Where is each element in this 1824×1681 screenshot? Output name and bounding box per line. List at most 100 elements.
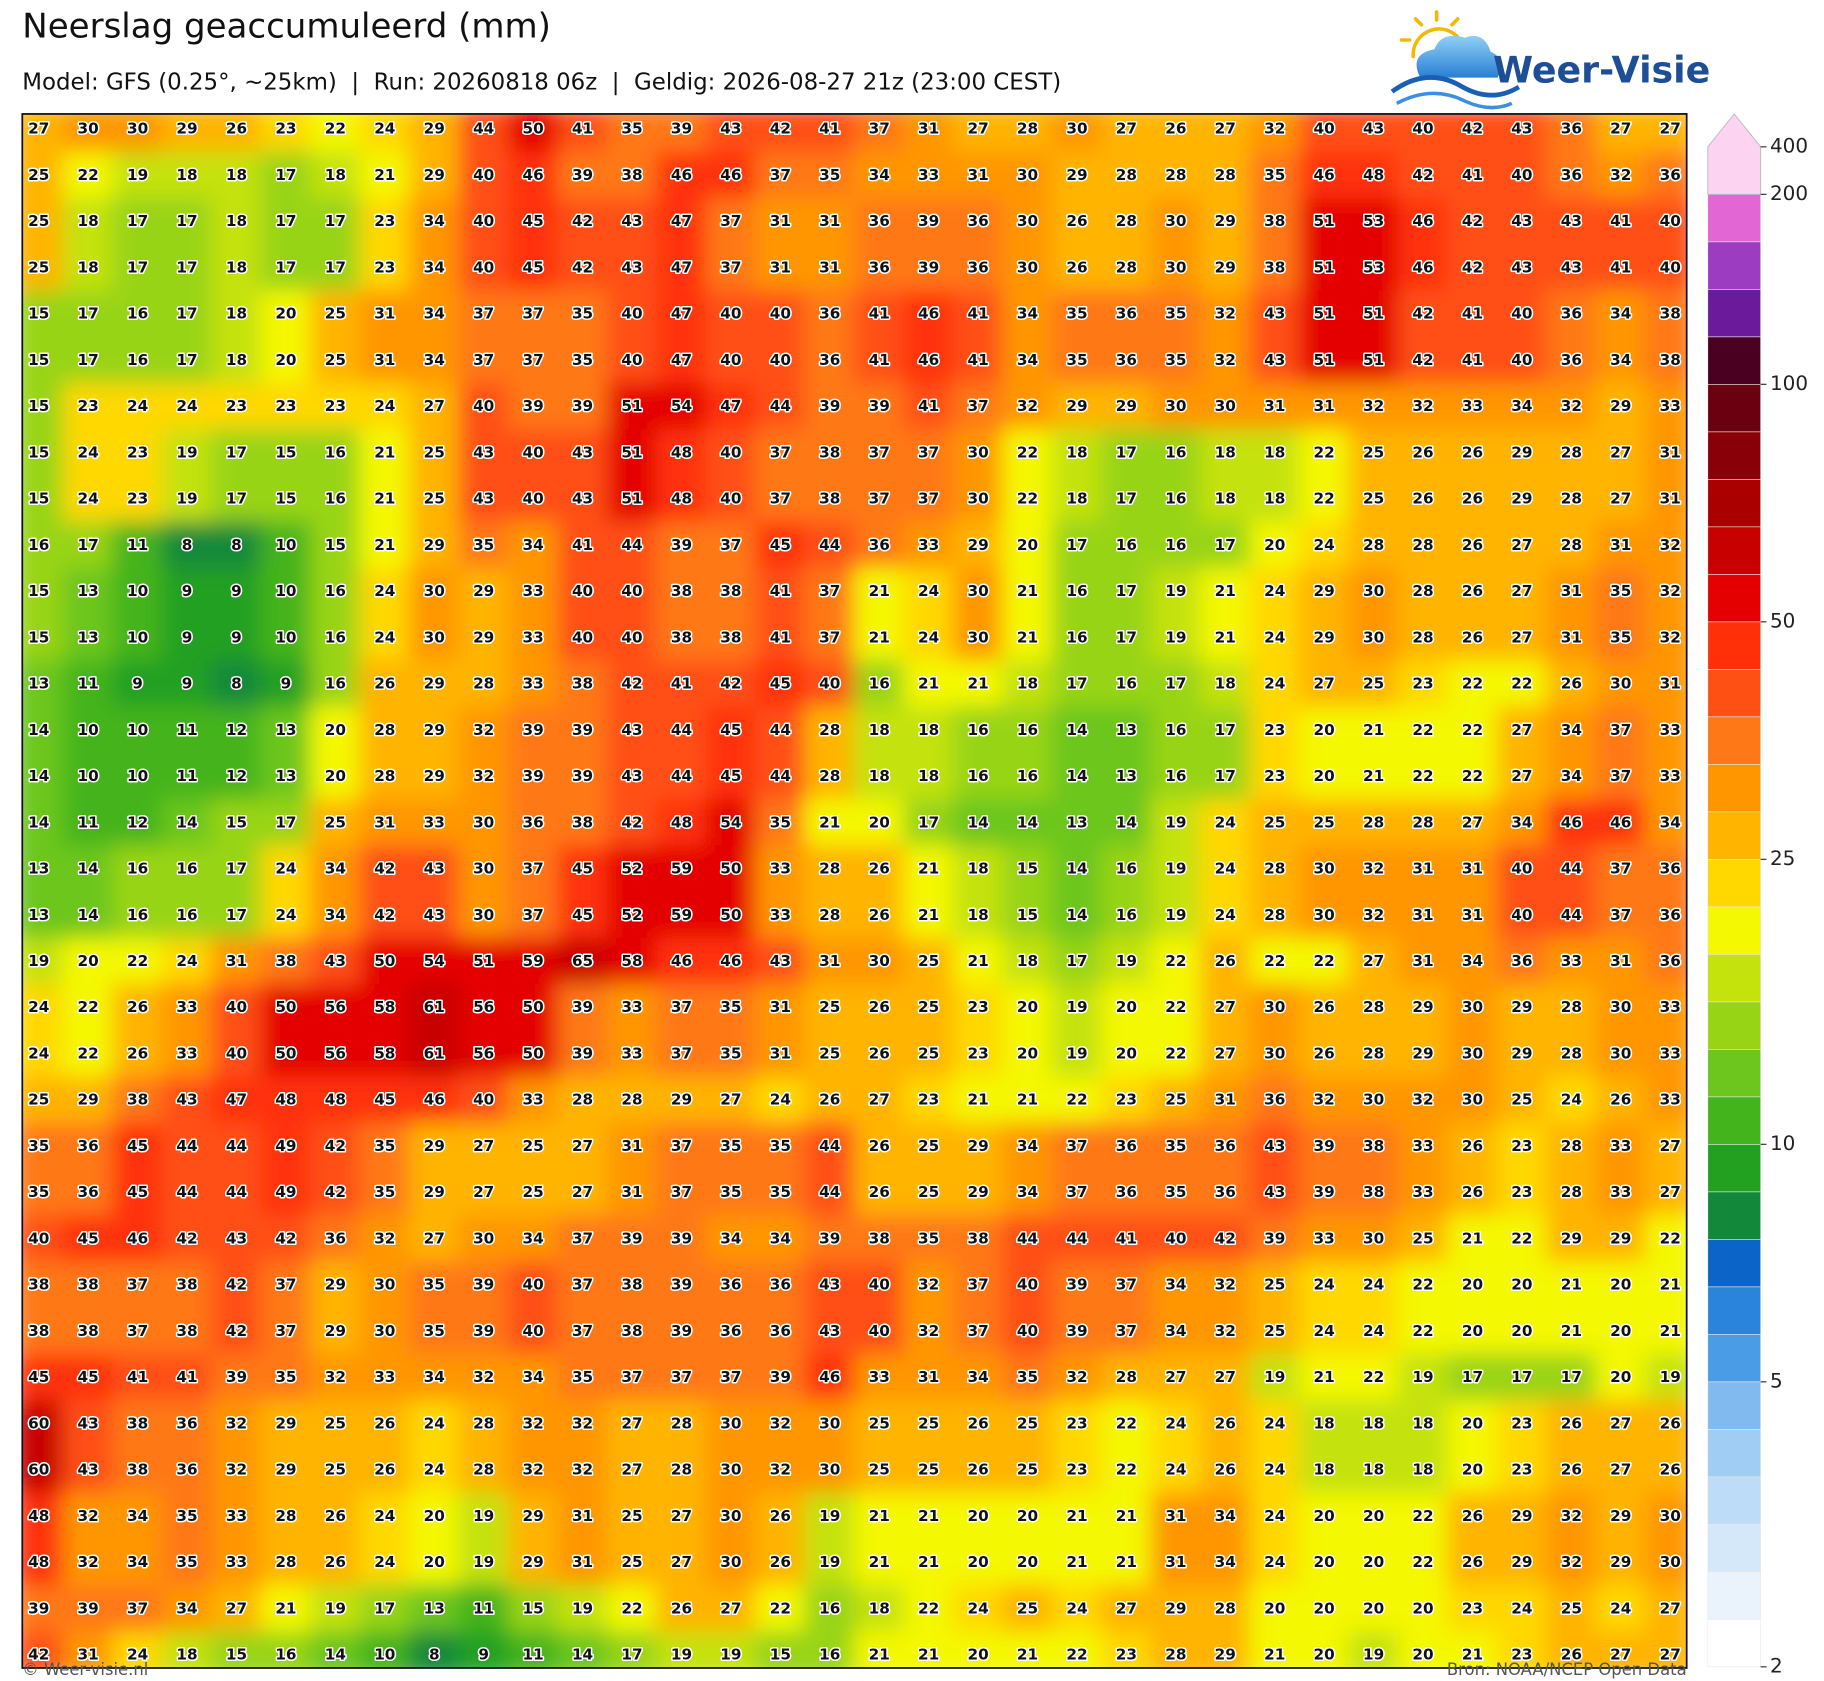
cell: [1397, 1492, 1449, 1541]
cell-value: 34: [1017, 1137, 1038, 1155]
cell-value: 22: [1412, 1553, 1433, 1571]
cell-value: 31: [1660, 443, 1681, 461]
cell-value: 31: [1660, 675, 1681, 693]
cell: [853, 567, 905, 616]
cell-value: 14: [572, 1646, 593, 1664]
cell: [458, 1631, 509, 1668]
cell: [1051, 336, 1103, 385]
cell: [112, 706, 163, 755]
cell-value: 26: [967, 1461, 988, 1479]
cell-value: 45: [127, 1137, 148, 1155]
cell-value: 31: [819, 212, 840, 230]
cell-value: 41: [770, 628, 791, 646]
cell-value: 27: [621, 1461, 642, 1479]
cell-value: 41: [1462, 351, 1483, 369]
cell-value: 43: [78, 1414, 99, 1432]
cell-value: 15: [28, 443, 49, 461]
cell-value: 35: [176, 1507, 197, 1525]
cell: [656, 475, 707, 523]
cell: [1101, 1030, 1152, 1078]
cell-value: 43: [424, 906, 445, 924]
cell: [705, 521, 757, 570]
cell: [161, 752, 213, 801]
cell-value: 19: [572, 1599, 593, 1617]
cell-value: 32: [1610, 166, 1631, 184]
cell: [458, 567, 509, 616]
colorbar-segment: [1707, 431, 1761, 480]
cell-value: 39: [1066, 1276, 1087, 1294]
cell-value: 42: [325, 1183, 346, 1201]
cell: [952, 475, 1004, 523]
cell: [359, 845, 411, 893]
cell: [1546, 1076, 1597, 1124]
cell: [804, 799, 856, 847]
cell-value: 24: [1215, 813, 1236, 831]
cell-value: 11: [473, 1599, 494, 1617]
cell: [606, 290, 658, 338]
cell: [260, 1168, 312, 1217]
cell-value: 30: [819, 1461, 840, 1479]
cell: [1101, 290, 1152, 338]
cell-value: 35: [720, 1044, 741, 1062]
cell: [1298, 1168, 1350, 1217]
cell: [1051, 382, 1103, 431]
cell-value: 53: [1363, 212, 1384, 230]
cell-value: 38: [1363, 1183, 1384, 1201]
cell-value: 18: [176, 1646, 197, 1664]
cell-value: 38: [869, 1229, 890, 1247]
cell-value: 19: [1165, 813, 1186, 831]
cell: [1546, 984, 1597, 1032]
cell: [1348, 706, 1399, 755]
cell: [1101, 937, 1152, 986]
cell: [1447, 475, 1498, 523]
cell: [211, 475, 262, 523]
cell-value: 21: [1215, 582, 1236, 600]
cell: [656, 1492, 707, 1541]
cell-value: 40: [621, 351, 642, 369]
cell: [1298, 614, 1350, 662]
colorbar-segment: [1707, 1334, 1761, 1383]
cell: [755, 1585, 806, 1633]
cell-value: 33: [1660, 998, 1681, 1016]
cell: [853, 1307, 905, 1356]
cell-value: 20: [1462, 1276, 1483, 1294]
cell-value: 20: [1116, 998, 1137, 1016]
cell: [804, 336, 856, 385]
cell: [1051, 290, 1103, 338]
cell-value: 9: [182, 675, 193, 693]
cell-value: 25: [1561, 1599, 1582, 1617]
cell-value: 43: [1264, 1183, 1285, 1201]
cell-value: 45: [523, 212, 544, 230]
cell: [507, 113, 559, 153]
cell: [903, 521, 954, 570]
cell: [1644, 244, 1687, 292]
cell: [161, 521, 213, 570]
cell-value: 25: [1264, 1276, 1285, 1294]
cell-value: 25: [918, 1461, 939, 1479]
cell-value: 44: [1561, 860, 1582, 878]
cell-value: 23: [1116, 1091, 1137, 1109]
cell: [458, 1168, 509, 1217]
cell-value: 21: [869, 1646, 890, 1664]
cell: [1101, 1307, 1152, 1356]
cell-value: 25: [325, 351, 346, 369]
cell-value: 43: [1511, 212, 1532, 230]
cell: [507, 1307, 559, 1356]
cell: [606, 1076, 658, 1124]
cell-value: 58: [621, 952, 642, 970]
cell: [1150, 1122, 1202, 1171]
cell-value: 38: [572, 675, 593, 693]
cell-value: 43: [572, 443, 593, 461]
cell-value: 36: [1660, 860, 1681, 878]
cell: [804, 614, 856, 662]
cell-value: 14: [1116, 813, 1137, 831]
cell: [1397, 1400, 1449, 1448]
cell-value: 31: [1610, 536, 1631, 554]
cell: [22, 567, 65, 616]
cell-value: 35: [572, 1368, 593, 1386]
cell: [1546, 521, 1597, 570]
cell-value: 27: [1215, 1044, 1236, 1062]
cell: [1002, 799, 1053, 847]
cell: [112, 1585, 163, 1633]
cell-value: 33: [1561, 952, 1582, 970]
